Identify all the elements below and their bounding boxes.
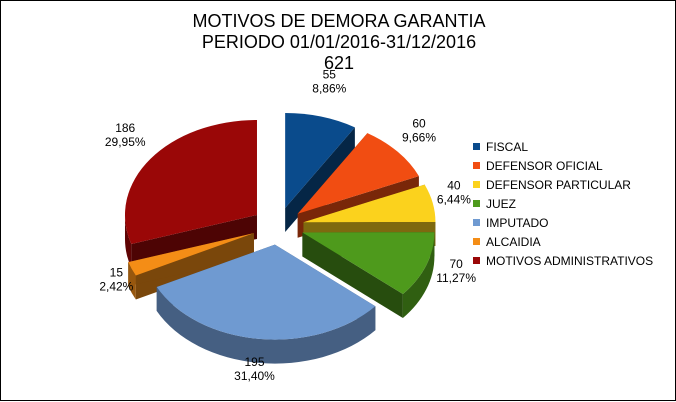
legend-label: FISCAL	[486, 139, 529, 154]
pie-slice-top	[128, 233, 254, 276]
legend-label: DEFENSOR PARTICULAR	[486, 177, 631, 192]
data-label-value-2: 40	[447, 179, 461, 193]
pie-slice-top	[302, 232, 435, 295]
legend-swatch	[473, 238, 480, 245]
chart-title-line-3: 621	[323, 53, 355, 73]
pie-slice-side	[302, 232, 403, 319]
legend-item-6: MOTIVOS ADMINISTRATIVOS	[473, 251, 653, 270]
pie-slice-top	[285, 112, 355, 208]
data-label-percent-0: 8,86%	[312, 81, 346, 95]
legend-swatch	[473, 257, 480, 264]
legend-item-2: DEFENSOR PARTICULAR	[473, 175, 653, 194]
legend-label: MOTIVOS ADMINISTRATIVOS	[486, 253, 654, 268]
pie-slice-wall	[156, 287, 376, 364]
chart-legend: FISCAL DEFENSOR OFICIAL DEFENSOR PARTICULA…	[473, 137, 653, 270]
legend-label: ALCAIDIA	[486, 234, 541, 249]
pie-slice-0	[285, 112, 355, 232]
legend-swatch	[473, 162, 480, 169]
legend-item-4: IMPUTADO	[473, 213, 653, 232]
legend-swatch	[473, 181, 480, 188]
data-label-value-0: 55	[323, 67, 337, 81]
data-label-value-5: 15	[110, 265, 124, 279]
pie-slice-wall	[402, 232, 435, 319]
legend-swatch	[473, 143, 480, 150]
chart-title-line-2: PERIODO 01/01/2016-31/12/2016	[201, 32, 477, 52]
data-label-percent-6: 29,95%	[105, 135, 146, 149]
legend-item-3: JUEZ	[473, 194, 653, 213]
legend-label: DEFENSOR OFICIAL	[486, 158, 603, 173]
pie-slice-top	[297, 133, 419, 214]
legend-item-5: ALCAIDIA	[473, 232, 653, 251]
pie-slice-5	[128, 233, 254, 300]
data-label-percent-2: 6,44%	[437, 193, 471, 207]
data-label-percent-5: 2,42%	[99, 279, 133, 293]
pie-slice-side	[285, 127, 355, 232]
pie-slice-wall	[128, 262, 136, 300]
pie-slice-side	[128, 233, 254, 287]
legend-swatch	[473, 219, 480, 226]
legend-item-0: FISCAL	[473, 137, 653, 156]
data-label-value-3: 70	[449, 257, 463, 271]
data-label-percent-3: 11,27%	[436, 271, 476, 285]
data-label-value-6: 186	[115, 121, 135, 135]
pie-slice-top	[303, 184, 436, 223]
data-label-percent-4: 31,40%	[234, 369, 275, 383]
pie-slice-4	[156, 244, 376, 364]
data-label-value-4: 195	[244, 355, 264, 369]
legend-label: JUEZ	[486, 196, 516, 211]
pie-slice-top	[156, 244, 376, 340]
pie-slice-top	[124, 119, 257, 245]
data-label-percent-1: 9,66%	[402, 130, 436, 144]
chart-title-line-1: MOTIVOS DE DEMORA GARANTIA	[192, 11, 486, 31]
legend-item-1: DEFENSOR OFICIAL	[473, 156, 653, 175]
data-label-value-1: 60	[412, 116, 426, 130]
legend-label: IMPUTADO	[486, 215, 549, 230]
pie-slice-3	[302, 232, 435, 319]
legend-swatch	[473, 200, 480, 207]
pie-slice-wall	[124, 214, 132, 269]
